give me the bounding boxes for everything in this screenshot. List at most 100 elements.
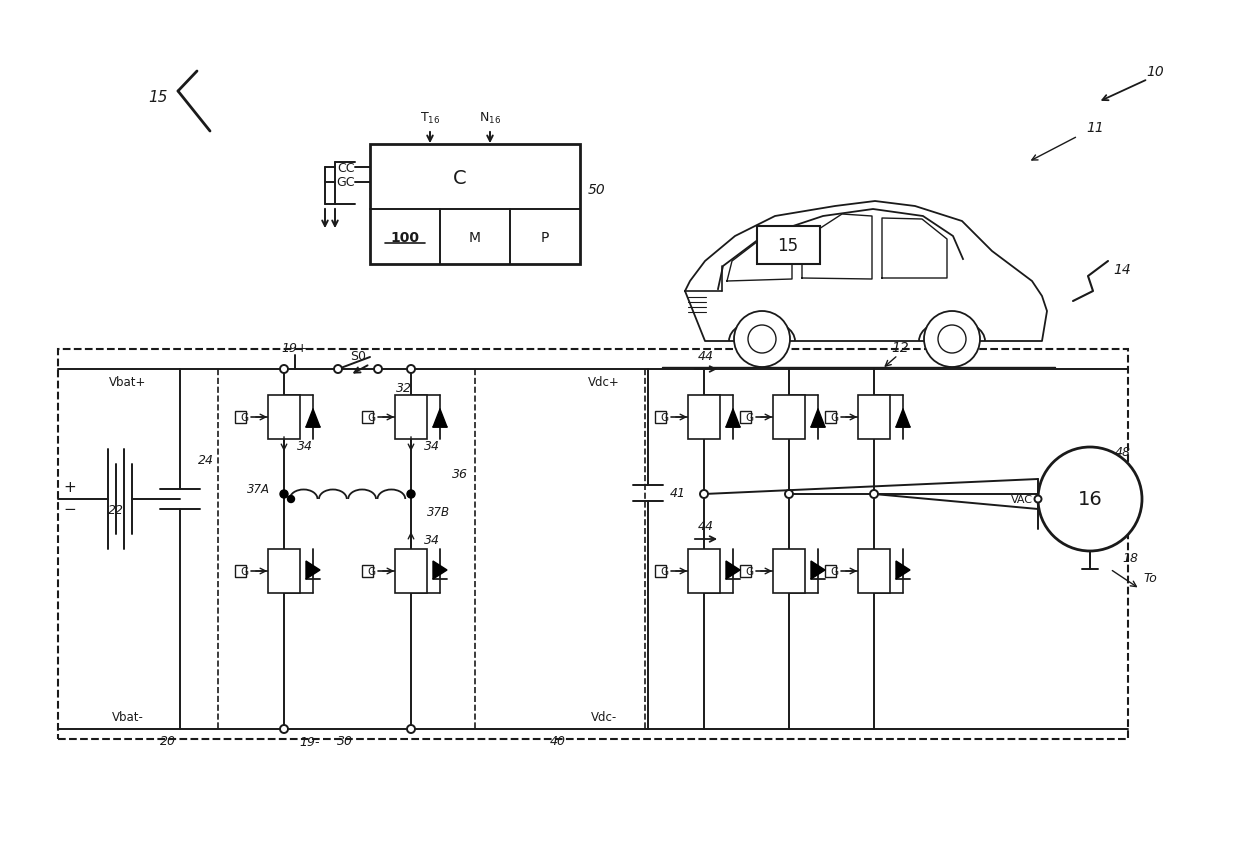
Text: 40: 40 bbox=[551, 734, 565, 747]
Text: 34: 34 bbox=[424, 532, 440, 546]
Polygon shape bbox=[897, 561, 910, 579]
Text: 12: 12 bbox=[892, 341, 909, 354]
Bar bbox=[756, 227, 820, 265]
Bar bbox=[236, 566, 246, 578]
Text: 32: 32 bbox=[396, 381, 412, 394]
Text: 48: 48 bbox=[1115, 445, 1131, 458]
Bar bbox=[362, 412, 373, 423]
Text: G: G bbox=[660, 412, 668, 423]
Text: G: G bbox=[660, 567, 668, 576]
Bar bbox=[655, 566, 666, 578]
Text: 30: 30 bbox=[337, 734, 353, 747]
Text: 41: 41 bbox=[670, 487, 686, 500]
Text: Vbat-: Vbat- bbox=[112, 711, 144, 723]
Text: G: G bbox=[830, 567, 838, 576]
Circle shape bbox=[407, 491, 415, 498]
Text: To: To bbox=[1143, 571, 1157, 584]
Polygon shape bbox=[811, 410, 825, 428]
Bar bbox=[268, 550, 300, 593]
Bar bbox=[740, 566, 751, 578]
Text: 34: 34 bbox=[298, 440, 312, 453]
Text: 50: 50 bbox=[588, 183, 606, 197]
Circle shape bbox=[1034, 496, 1042, 503]
Text: 11: 11 bbox=[1086, 121, 1104, 135]
Bar bbox=[740, 412, 751, 423]
Text: C: C bbox=[453, 169, 466, 187]
Circle shape bbox=[748, 325, 776, 354]
Circle shape bbox=[374, 366, 382, 373]
Text: G: G bbox=[239, 567, 248, 576]
Polygon shape bbox=[725, 561, 740, 579]
Circle shape bbox=[937, 325, 966, 354]
Bar bbox=[773, 550, 805, 593]
Circle shape bbox=[280, 366, 288, 373]
Circle shape bbox=[701, 491, 708, 498]
Text: 100: 100 bbox=[391, 231, 419, 245]
Text: G: G bbox=[239, 412, 248, 423]
Bar bbox=[858, 550, 890, 593]
Bar bbox=[236, 412, 246, 423]
Circle shape bbox=[1038, 447, 1142, 551]
Text: Vbat+: Vbat+ bbox=[109, 375, 146, 388]
Circle shape bbox=[334, 366, 342, 373]
Text: CC: CC bbox=[337, 161, 355, 175]
Polygon shape bbox=[306, 410, 320, 428]
Text: 18: 18 bbox=[1122, 551, 1138, 564]
Polygon shape bbox=[433, 410, 446, 428]
Polygon shape bbox=[433, 561, 446, 579]
Text: 44: 44 bbox=[698, 519, 714, 532]
Text: −: − bbox=[63, 502, 77, 517]
Text: 15: 15 bbox=[777, 237, 799, 255]
Text: 14: 14 bbox=[1114, 262, 1131, 277]
Text: 22: 22 bbox=[108, 503, 124, 516]
Text: 37B: 37B bbox=[427, 506, 450, 519]
Bar bbox=[858, 395, 890, 440]
Text: M: M bbox=[469, 231, 481, 245]
Text: 19-: 19- bbox=[300, 735, 320, 749]
Text: 37A: 37A bbox=[247, 483, 270, 496]
Text: 19+: 19+ bbox=[281, 341, 309, 354]
Text: GC: GC bbox=[336, 176, 355, 189]
Circle shape bbox=[734, 312, 790, 367]
Circle shape bbox=[785, 491, 794, 498]
Circle shape bbox=[280, 491, 288, 498]
Bar bbox=[688, 395, 720, 440]
Text: 15: 15 bbox=[149, 90, 167, 106]
Text: Vdc+: Vdc+ bbox=[588, 375, 620, 388]
Text: 34: 34 bbox=[424, 440, 440, 453]
Circle shape bbox=[407, 725, 415, 733]
Text: G: G bbox=[745, 412, 753, 423]
Polygon shape bbox=[811, 561, 825, 579]
Text: 44: 44 bbox=[698, 349, 714, 362]
Text: G: G bbox=[830, 412, 838, 423]
Bar bbox=[773, 395, 805, 440]
Bar bbox=[370, 145, 580, 265]
Bar bbox=[396, 395, 427, 440]
Text: G: G bbox=[367, 567, 374, 576]
Text: 16: 16 bbox=[1078, 490, 1102, 509]
Bar bbox=[268, 395, 300, 440]
Bar bbox=[825, 566, 836, 578]
Circle shape bbox=[407, 366, 415, 373]
Text: G: G bbox=[367, 412, 374, 423]
Text: Vdc-: Vdc- bbox=[591, 711, 618, 723]
Bar bbox=[396, 550, 427, 593]
Polygon shape bbox=[725, 410, 740, 428]
Polygon shape bbox=[306, 561, 320, 579]
Circle shape bbox=[288, 496, 295, 503]
Text: T$_{16}$: T$_{16}$ bbox=[420, 110, 440, 125]
Text: N$_{16}$: N$_{16}$ bbox=[479, 110, 501, 125]
Text: +: + bbox=[63, 480, 77, 495]
Text: P: P bbox=[541, 231, 549, 245]
Text: 10: 10 bbox=[1146, 65, 1164, 79]
Text: S0: S0 bbox=[350, 349, 366, 362]
Text: G: G bbox=[745, 567, 753, 576]
Text: VAC: VAC bbox=[1011, 494, 1033, 504]
Circle shape bbox=[924, 312, 980, 367]
Text: 24: 24 bbox=[198, 453, 215, 466]
Bar bbox=[825, 412, 836, 423]
Circle shape bbox=[870, 491, 878, 498]
Bar bbox=[58, 349, 1128, 740]
Polygon shape bbox=[897, 410, 910, 428]
Bar bbox=[655, 412, 666, 423]
